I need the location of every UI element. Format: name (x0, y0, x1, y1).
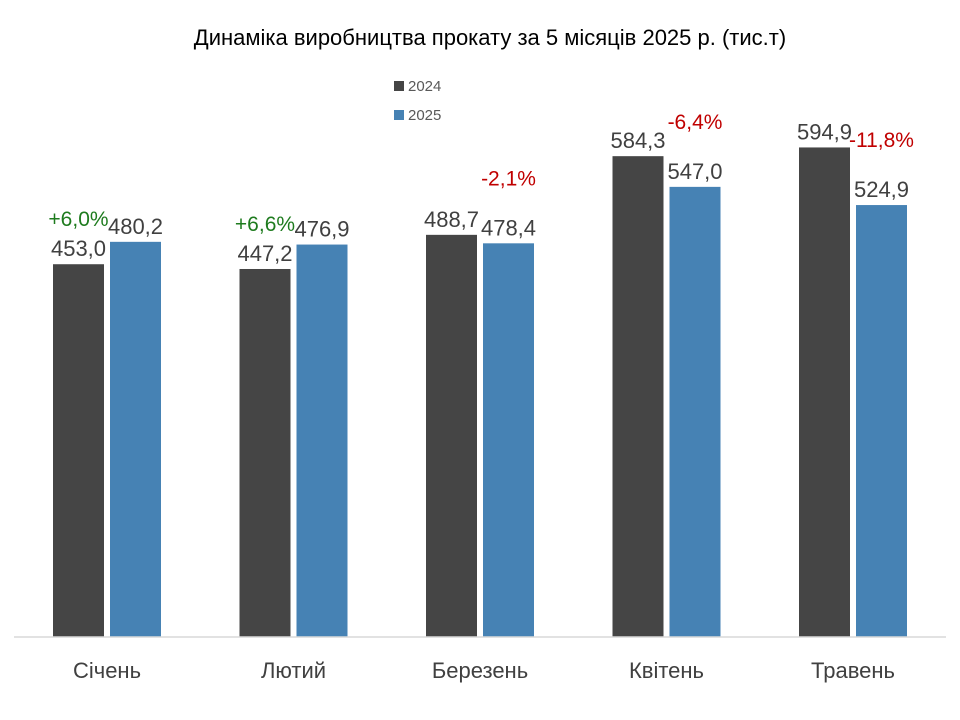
value-label-2024-3: 488,7 (424, 207, 479, 232)
bar-2024-3 (426, 234, 477, 637)
bar-2024-4 (612, 156, 664, 637)
change-label-1: +6,0% (48, 208, 108, 231)
category-label-1: Січень (73, 658, 141, 683)
value-label-2024-1: 453,0 (51, 236, 106, 261)
value-label-2025-4: 547,0 (667, 159, 722, 184)
value-label-2025-5: 524,9 (854, 177, 909, 202)
chart-title: Динаміка виробництва прокату за 5 місяці… (194, 25, 786, 50)
change-label-3: -2,1% (481, 167, 536, 190)
category-label-5: Травень (811, 658, 895, 683)
change-label-5: -11,8% (849, 129, 914, 152)
value-label-2024-5: 594,9 (797, 119, 852, 144)
bar-2025-1 (110, 241, 161, 637)
value-label-2025-3: 478,4 (481, 215, 536, 240)
legend: 2024 2025 (394, 78, 441, 124)
category-label-2: Лютий (261, 658, 326, 683)
value-label-2025-2: 476,9 (294, 217, 349, 242)
change-label-4: -6,4% (668, 111, 723, 134)
bar-2025-4 (669, 186, 721, 638)
change-label-2: +6,6% (235, 213, 295, 236)
bar-2024-5 (799, 147, 850, 637)
category-label-4: Квітень (629, 658, 704, 683)
legend-swatch-2025 (394, 110, 404, 120)
legend-swatch-2024 (394, 81, 404, 91)
bar-2024-2 (239, 268, 291, 637)
legend-label-2024: 2024 (408, 78, 441, 95)
category-label-3: Березень (432, 658, 528, 683)
value-label-2025-1: 480,2 (108, 214, 163, 239)
value-label-2024-4: 584,3 (610, 128, 665, 153)
bar-2025-3 (483, 243, 534, 638)
value-label-2024-2: 447,2 (237, 241, 292, 266)
legend-label-2025: 2025 (408, 107, 441, 124)
bar-2025-2 (296, 244, 348, 638)
bar-2025-5 (856, 205, 907, 638)
bar-2024-1 (53, 264, 104, 637)
